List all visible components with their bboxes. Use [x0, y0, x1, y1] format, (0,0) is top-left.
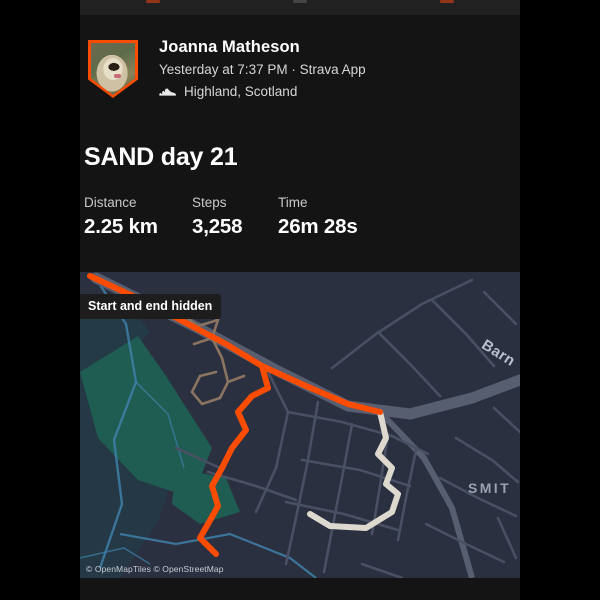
privacy-badge: Start and end hidden	[80, 294, 222, 319]
stat-distance: Distance 2.25 km	[84, 195, 158, 239]
map-attribution[interactable]: © OpenMapTiles © OpenStreetMap	[86, 564, 224, 574]
shoe-icon	[159, 86, 177, 98]
location-text: Highland, Scotland	[184, 84, 298, 99]
map-canvas	[80, 272, 520, 578]
avatar-photo	[91, 43, 135, 95]
activity-title[interactable]: SAND day 21	[84, 143, 238, 171]
map-place-label: SMIT	[468, 480, 512, 496]
user-name[interactable]: Joanna Matheson	[159, 38, 300, 56]
stat-label: Distance	[84, 195, 137, 210]
stat-label: Time	[278, 195, 308, 210]
stat-steps: Steps 3,258	[192, 195, 243, 239]
stat-value: 3,258	[192, 215, 243, 238]
stat-label: Steps	[192, 195, 227, 210]
nav-dot-0[interactable]	[146, 0, 161, 3]
avatar[interactable]	[88, 40, 138, 98]
activity-location: Highland, Scotland	[159, 84, 297, 99]
stat-value: 2.25 km	[84, 215, 158, 238]
card-footer	[80, 578, 520, 600]
avatar-photo-detail	[114, 74, 121, 78]
route-tracked-segment	[87, 273, 383, 557]
cut-off-nav-bar[interactable]	[80, 0, 520, 15]
stat-value: 26m 28s	[278, 215, 358, 238]
nav-dot-2[interactable]	[439, 0, 454, 3]
nav-dot-1[interactable]	[292, 0, 307, 3]
route-hidden-segment	[307, 409, 401, 531]
activity-header: Joanna Matheson Yesterday at 7:37 PM · S…	[84, 38, 516, 118]
activity-map[interactable]: Start and end hidden Barn SMIT © OpenMap…	[80, 272, 520, 578]
stat-time: Time 26m 28s	[278, 195, 358, 239]
activity-meta: Yesterday at 7:37 PM · Strava App	[159, 62, 366, 77]
